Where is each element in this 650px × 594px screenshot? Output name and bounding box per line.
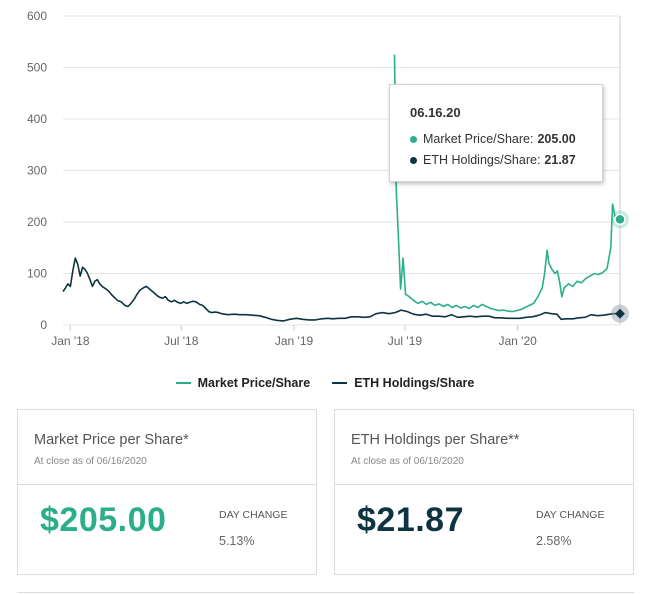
footer-divider [17,592,634,593]
y-tick-label: 0 [40,318,47,332]
series-line-market-price-share [393,54,621,313]
card-body: $21.87 DAY CHANGE 2.58% [335,485,633,575]
legend-item-market-price[interactable]: Market Price/Share [175,376,311,390]
x-tick-label: Jan '20 [499,334,538,348]
y-tick-label: 300 [27,164,47,178]
card-header: ETH Holdings per Share** At close as of … [335,410,633,485]
x-tick-label: Jan '19 [275,334,314,348]
card-body: $205.00 DAY CHANGE 5.13% [18,485,316,575]
x-axis: Jan '18 Jul '18 Jan '19 Jul '19 Jan '20 [51,325,537,348]
legend-item-eth-holdings[interactable]: ETH Holdings/Share [332,376,474,390]
series-lines [62,54,621,322]
x-tick-label: Jan '18 [51,334,90,348]
legend-label: Market Price/Share [197,376,311,390]
legend-swatch [175,382,191,384]
x-tick-label: Jul '19 [388,334,423,348]
day-change-value: 2.58% [536,534,572,548]
eth-holdings-card: ETH Holdings per Share** At close as of … [334,409,634,575]
chart-tooltip: 06.16.20 Market Price/Share: 205.00 ETH … [389,84,603,182]
card-title: Market Price per Share* [34,432,189,448]
legend-swatch [332,382,348,384]
eth-holdings-dot-icon [410,156,417,164]
y-axis: 0 100 200 300 400 500 600 [27,9,47,332]
y-tick-label: 400 [27,112,47,126]
card-subtitle: At close as of 06/16/2020 [351,456,464,467]
day-change-value: 5.13% [219,534,255,548]
tooltip-row-market-price: Market Price/Share: 205.00 [410,132,602,146]
market-price-value: $205.00 [40,501,167,539]
y-tick-label: 200 [27,215,47,229]
tooltip-row-eth-holdings: ETH Holdings/Share: 21.87 [410,153,602,167]
tooltip-label: ETH Holdings/Share: [423,153,541,167]
day-change-label: DAY CHANGE [219,509,288,521]
card-subtitle: At close as of 06/16/2020 [34,456,147,467]
hover-markers [611,210,629,323]
card-header: Market Price per Share* At close as of 0… [18,410,316,485]
tooltip-value: 21.87 [544,153,576,167]
chart-legend: Market Price/Share ETH Holdings/Share [0,376,650,390]
y-tick-label: 500 [27,61,47,75]
tooltip-label: Market Price/Share: [423,132,534,146]
day-change-label: DAY CHANGE [536,509,605,521]
market-price-card: Market Price per Share* At close as of 0… [17,409,317,575]
market-price-marker [614,213,626,226]
tooltip-value: 205.00 [537,132,576,146]
y-tick-label: 600 [27,9,47,23]
card-title: ETH Holdings per Share** [351,432,520,448]
x-tick-label: Jul '18 [164,334,199,348]
tooltip-date: 06.16.20 [410,105,461,120]
market-price-dot-icon [410,135,417,143]
y-tick-label: 100 [27,267,47,281]
eth-holdings-value: $21.87 [357,501,464,539]
gridlines [63,15,620,326]
legend-label: ETH Holdings/Share [354,376,475,390]
eth-holdings-marker [615,308,625,319]
series-line-eth-holdings-share [62,257,620,322]
